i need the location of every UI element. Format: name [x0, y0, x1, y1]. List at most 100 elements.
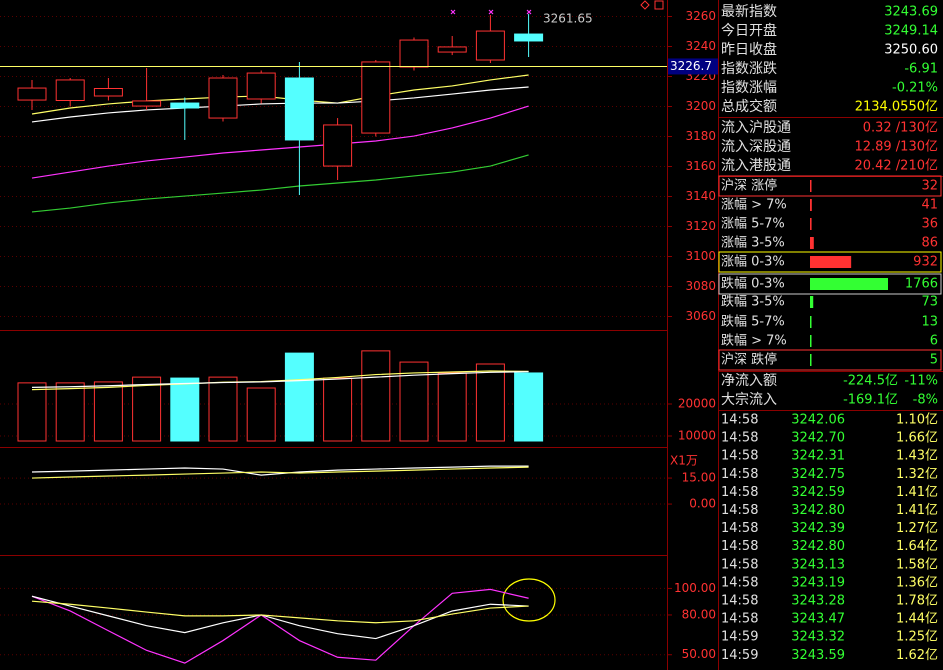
panel-text: 36	[921, 217, 938, 232]
y-tick-label: 20000	[678, 397, 716, 411]
panel-text: 14:58	[721, 575, 758, 590]
candle-body	[17, 87, 47, 101]
candle-body	[170, 102, 200, 109]
panel-text: 1.66亿	[896, 431, 938, 446]
row-box	[718, 273, 942, 295]
panel-text: 1.10亿	[896, 413, 938, 428]
indicator-line	[31, 371, 529, 388]
y-tick-label: 3080	[685, 279, 716, 293]
candle-body	[323, 124, 353, 167]
panel-text: 6	[930, 334, 938, 349]
breadth-bar	[810, 218, 812, 230]
panel-text: 5	[930, 353, 938, 368]
candle-body	[437, 46, 467, 53]
unit-label: X1万	[670, 454, 698, 468]
panel-text: 14:58	[721, 449, 758, 464]
panel-text: 14:58	[721, 557, 758, 572]
volume-bar	[284, 352, 314, 442]
panel-text: 14:59	[721, 630, 758, 645]
panel-text: 涨幅 5-7%	[721, 217, 785, 232]
y-tick-label: 0.00	[689, 497, 716, 511]
indicator-line	[31, 154, 529, 213]
y-tick-label: 3120	[685, 219, 716, 233]
candle-body	[55, 79, 85, 101]
volume-bar	[170, 377, 200, 442]
panel-text: 932	[913, 255, 938, 270]
y-tick-label: 3180	[685, 129, 716, 143]
panel-text: 14:58	[721, 539, 758, 554]
panel-text: 3243.13	[791, 557, 845, 572]
breadth-bar	[810, 199, 812, 211]
panel-text: 跌幅 5-7%	[721, 314, 785, 330]
y-tick-label: 80.00	[682, 607, 716, 621]
y-tick-label: 3100	[685, 249, 716, 263]
panel-text: 14:58	[721, 413, 758, 428]
panel-text: 3250.60	[884, 43, 938, 58]
panel-text: 14:59	[721, 648, 758, 663]
panel-text: 1.25亿	[896, 630, 938, 645]
volume-bar	[55, 382, 85, 442]
panel-text: 14:58	[721, 503, 758, 518]
cursor-label: 3226.7	[670, 59, 712, 73]
panel-text: 3242.80	[791, 539, 845, 554]
y-tick-label: 3260	[685, 9, 716, 23]
y-tick-label: 100.00	[674, 581, 716, 595]
panel-text: 14:58	[721, 431, 758, 446]
panel-text: 3243.28	[791, 594, 845, 609]
breadth-bar	[810, 278, 888, 290]
y-tick-label: 3060	[685, 309, 716, 323]
panel-text: 86	[921, 236, 938, 251]
panel-text: 1.44亿	[896, 612, 938, 627]
panel-text: 跌幅 0-3%	[721, 276, 785, 292]
panel-text: 12.89 /130亿	[854, 140, 938, 155]
y-tick-label: 3200	[685, 99, 716, 113]
panel-text: 流入深股通	[721, 139, 791, 155]
panel-text: 1.41亿	[896, 485, 938, 500]
row-box	[718, 175, 942, 197]
indicator-line	[31, 600, 529, 624]
panel-text: 指数涨幅	[721, 80, 777, 96]
panel-text: 总成交额	[721, 98, 777, 115]
high-label: 3261.65	[543, 12, 593, 26]
candle-body	[132, 100, 162, 107]
volume-bar	[246, 387, 276, 442]
panel-text: 1.41亿	[896, 503, 938, 518]
panel-text: 14:58	[721, 467, 758, 482]
panel-text: 大宗流入	[721, 392, 777, 408]
panel-text: 流入沪股通	[721, 120, 791, 136]
indicator-line	[31, 595, 529, 640]
volume-bar	[17, 382, 47, 442]
volume-bar	[437, 372, 467, 442]
panel-text: 1.43亿	[896, 449, 938, 464]
panel-text: 14:58	[721, 485, 758, 500]
indicator-line	[31, 105, 529, 179]
panel-text: 1.32亿	[896, 467, 938, 482]
panel-text: 沪深 涨停	[721, 178, 777, 194]
volume-bar	[323, 377, 353, 442]
window-icons[interactable]	[640, 0, 664, 10]
panel-text: 涨幅 > 7%	[721, 198, 787, 213]
panel-text: 最新指数	[721, 4, 777, 20]
row-box	[718, 349, 942, 371]
breadth-bar	[810, 354, 812, 366]
markers	[450, 9, 532, 15]
panel-text: -6.91	[904, 62, 938, 77]
y-tick-label: 3240	[685, 39, 716, 53]
candle-body	[361, 61, 391, 134]
panel-text: 沪深 跌停	[721, 352, 777, 368]
indicator-line	[31, 465, 529, 476]
candle-body	[284, 77, 314, 141]
panel-text: 73	[921, 295, 938, 310]
panel-text: 0.32 /130亿	[863, 121, 938, 136]
panel-text: 3242.59	[791, 485, 845, 500]
panel-text: 32	[921, 179, 938, 194]
panel-text: 14:58	[721, 594, 758, 609]
y-tick-label: 10000	[678, 429, 716, 443]
y-tick-label: 3140	[685, 189, 716, 203]
candle-body	[93, 88, 123, 97]
panel-text: -0.21%	[892, 81, 938, 96]
indicator-line	[31, 86, 529, 123]
panel-text: 1766	[905, 277, 938, 292]
row-box	[718, 251, 942, 273]
